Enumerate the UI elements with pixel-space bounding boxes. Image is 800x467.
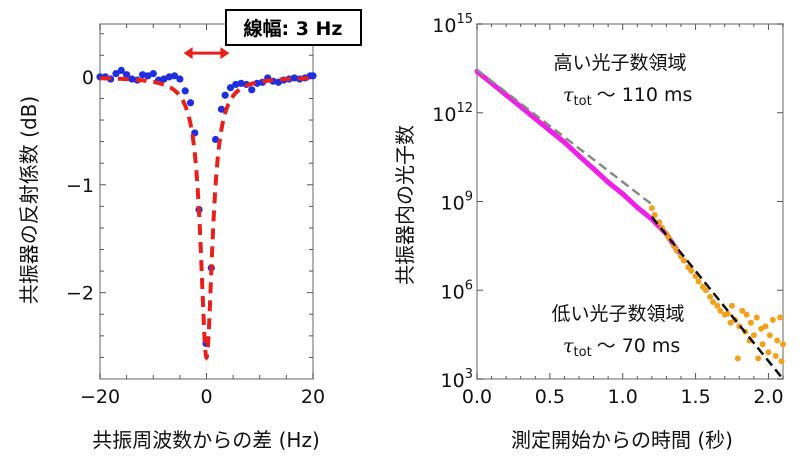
data-point bbox=[117, 66, 125, 74]
x-tick-label: 0.0 bbox=[462, 386, 492, 408]
low-photon-data-point bbox=[651, 211, 658, 218]
low-photon-data-point bbox=[714, 302, 721, 309]
data-point bbox=[170, 72, 179, 80]
low-photon-data-point bbox=[680, 257, 687, 264]
low-photon-data-point bbox=[734, 355, 741, 362]
low-photon-data-point bbox=[727, 319, 734, 326]
high-photon-data-point bbox=[547, 128, 553, 134]
linewidth-annotation-box: 線幅: 3 Hz bbox=[225, 9, 362, 46]
arrow-head-left bbox=[183, 47, 193, 60]
low-photon-data-point bbox=[710, 299, 717, 306]
low-photon-data-point bbox=[747, 319, 754, 326]
left-y-axis-label: 共振器の反射係数 (dB) bbox=[17, 96, 41, 304]
low-photon-data-point bbox=[724, 310, 731, 317]
low-photon-data-point bbox=[695, 278, 702, 285]
y-tick-label: 103 bbox=[441, 367, 473, 392]
low-photon-data-point bbox=[755, 355, 762, 362]
fit-curve bbox=[99, 76, 314, 361]
low-photon-data-point bbox=[769, 316, 776, 323]
data-point bbox=[181, 87, 189, 95]
low-photon-data-point bbox=[750, 332, 757, 339]
y-tick-label: −1 bbox=[66, 175, 94, 197]
x-tick-label: 2.0 bbox=[753, 386, 783, 408]
low-photon-data-point bbox=[759, 341, 766, 348]
low-photon-data-point bbox=[743, 311, 750, 318]
low-photon-fit-line bbox=[650, 216, 784, 380]
data-point bbox=[123, 71, 131, 79]
low-photon-data-point bbox=[702, 287, 709, 294]
data-point bbox=[217, 105, 226, 113]
high-photon-region-label: 高い光子数領域 bbox=[553, 52, 686, 74]
low-photon-tau: τtot ～ 70 ms bbox=[563, 335, 680, 360]
left-x-axis-label: 共振周波数からの差 (Hz) bbox=[92, 428, 320, 452]
low-photon-data-point bbox=[780, 341, 786, 348]
low-photon-data-point bbox=[762, 323, 769, 330]
x-tick-label: 20 bbox=[301, 386, 325, 408]
high-photon-data-point bbox=[605, 179, 611, 185]
y-tick-label: 1015 bbox=[432, 12, 473, 37]
data-point bbox=[221, 91, 229, 99]
right-x-axis-label: 測定開始からの時間 (秒) bbox=[511, 428, 733, 452]
right-panel-photon-number: 0.0 0.5 1.0 1.5 2.0 103 106 109 1012 1015 bbox=[432, 12, 786, 408]
y-tick-label: 0 bbox=[82, 67, 94, 89]
low-photon-data-point bbox=[717, 307, 724, 314]
high-photon-fit-line bbox=[476, 68, 653, 206]
low-photon-data-point bbox=[729, 302, 735, 309]
low-photon-data-point bbox=[673, 247, 680, 254]
low-photon-data-point bbox=[648, 205, 655, 212]
low-photon-data-point bbox=[765, 349, 772, 356]
data-point bbox=[112, 70, 120, 78]
y-tick-label: 109 bbox=[441, 190, 473, 215]
x-tick-label: 0.5 bbox=[535, 386, 565, 408]
low-photon-data-point bbox=[774, 337, 781, 344]
high-photon-data-point bbox=[620, 191, 626, 197]
left-panel-reflection: −20 0 20 0 −1 −2 bbox=[66, 23, 325, 408]
data-point bbox=[176, 75, 184, 83]
high-photon-data-point bbox=[591, 166, 597, 172]
low-photon-data-point bbox=[766, 332, 773, 339]
data-point bbox=[309, 72, 317, 80]
linewidth-label: 線幅: 3 Hz bbox=[243, 17, 342, 40]
high-photon-data-point bbox=[561, 139, 567, 145]
data-point bbox=[149, 70, 157, 78]
high-photon-data-point bbox=[532, 116, 538, 122]
data-point bbox=[248, 86, 256, 94]
x-tick-label: 0 bbox=[200, 386, 212, 408]
data-point bbox=[186, 99, 195, 107]
data-point bbox=[226, 84, 235, 92]
y-tick-label: −2 bbox=[66, 283, 94, 305]
high-photon-data-point bbox=[576, 153, 582, 159]
low-photon-data-point bbox=[688, 267, 695, 274]
y-tick-label: 1012 bbox=[432, 101, 473, 126]
x-tick-label: 1.0 bbox=[608, 386, 638, 408]
low-photon-data-point bbox=[753, 314, 760, 321]
high-photon-data-point bbox=[634, 204, 640, 210]
low-photon-data-point bbox=[772, 352, 779, 359]
data-point bbox=[211, 135, 220, 144]
right-y-axis-label: 共振器内の光子数 bbox=[393, 125, 417, 285]
low-photon-region-label: 低い光子数領域 bbox=[551, 303, 684, 325]
x-tick-label: −20 bbox=[80, 386, 120, 408]
low-photon-data-point bbox=[777, 314, 784, 321]
low-photon-data-point bbox=[739, 307, 746, 314]
high-photon-tau: τtot ～ 110 ms bbox=[563, 84, 692, 109]
arrow-head-right bbox=[220, 47, 230, 60]
low-photon-data-point bbox=[778, 358, 785, 365]
low-photon-data-point bbox=[707, 293, 714, 300]
high-photon-data-point bbox=[503, 92, 509, 98]
y-tick-label: 106 bbox=[441, 278, 473, 303]
x-tick-label: 1.5 bbox=[680, 386, 710, 408]
